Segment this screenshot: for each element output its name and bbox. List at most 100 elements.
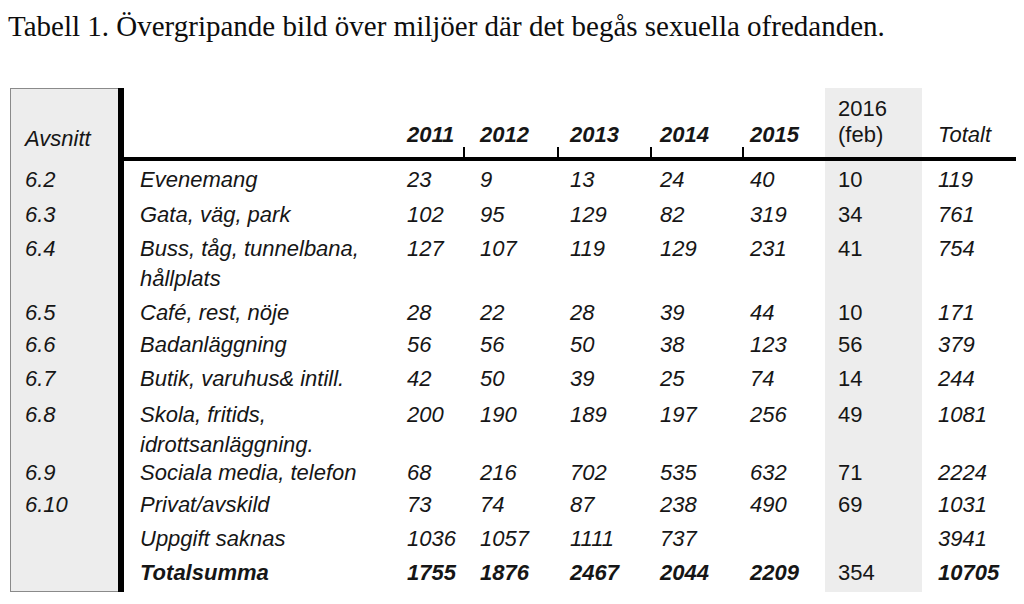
value-2015: 632 bbox=[742, 454, 825, 488]
header-year-2015: 2015 bbox=[742, 88, 825, 161]
value-2015: 123 bbox=[742, 326, 825, 360]
label-cell: Butik, varuhus& intill. bbox=[124, 360, 377, 396]
value-2015: 319 bbox=[742, 196, 825, 230]
value-2013: 702 bbox=[557, 454, 650, 488]
value-2012: 22 bbox=[463, 294, 557, 328]
label-cell: Buss, tåg, tunnelbana, hållplats bbox=[124, 230, 377, 294]
label-cell: Uppgift saknas bbox=[124, 520, 377, 554]
value-2015: 256 bbox=[742, 396, 825, 460]
value-2013: 39 bbox=[557, 360, 650, 396]
value-total: 754 bbox=[922, 230, 1016, 294]
value-total: 2224 bbox=[922, 454, 1016, 488]
label-cell: Evenemang bbox=[124, 161, 377, 196]
value-2012: 190 bbox=[463, 396, 557, 460]
data-table: Avsnitt 2011 2012 2013 2014 2015 2016(fe… bbox=[10, 88, 1016, 592]
value-total: 1031 bbox=[922, 486, 1016, 520]
section-cell: 6.9 bbox=[10, 454, 118, 488]
header-year-2014: 2014 bbox=[650, 88, 742, 161]
table-row: 6.5 Café, rest, nöje 28 22 28 39 44 10 1… bbox=[10, 294, 1016, 326]
section-cell: 6.10 bbox=[10, 486, 118, 520]
label-cell: Sociala media, telefon bbox=[124, 454, 377, 488]
header-2016: 2016 bbox=[838, 96, 887, 121]
value-2012: 50 bbox=[463, 360, 557, 396]
value-2016-feb: 10 bbox=[825, 294, 922, 328]
header-2016-lines: 2016(feb) bbox=[838, 96, 887, 148]
value-2016-feb: 49 bbox=[825, 396, 922, 460]
value-2016-feb: 69 bbox=[825, 486, 922, 520]
header-section: Avsnitt bbox=[10, 88, 118, 161]
value-2011: 23 bbox=[377, 161, 463, 196]
value-2016-feb: 56 bbox=[825, 326, 922, 360]
value-2011: 68 bbox=[377, 454, 463, 488]
table-row: 6.4 Buss, tåg, tunnelbana, hållplats 127… bbox=[10, 230, 1016, 294]
value-total: 3941 bbox=[922, 520, 1016, 554]
value-2016-feb: 10 bbox=[825, 161, 922, 196]
section-cell: 6.6 bbox=[10, 326, 118, 360]
value-2011: 127 bbox=[377, 230, 463, 294]
table-row: Uppgift saknas 1036 1057 1111 737 3941 bbox=[10, 520, 1016, 554]
value-total: 171 bbox=[922, 294, 1016, 328]
section-cell: 6.7 bbox=[10, 360, 118, 396]
value-2015: 2209 bbox=[742, 554, 825, 592]
value-2013: 119 bbox=[557, 230, 650, 294]
value-2011: 1036 bbox=[377, 520, 463, 554]
section-cell: 6.5 bbox=[10, 294, 118, 328]
value-2012: 56 bbox=[463, 326, 557, 360]
value-2012: 9 bbox=[463, 161, 557, 196]
table-caption: Tabell 1. Övergripande bild över miljöer… bbox=[8, 10, 1008, 43]
section-cell bbox=[10, 520, 118, 554]
value-total: 1081 bbox=[922, 396, 1016, 460]
value-2014: 737 bbox=[650, 520, 742, 554]
section-cell: 6.2 bbox=[10, 161, 118, 196]
value-2011: 1755 bbox=[377, 554, 463, 592]
table-total-row: Totalsumma 1755 1876 2467 2044 2209 354 … bbox=[10, 554, 1016, 592]
header-year-2012: 2012 bbox=[463, 88, 557, 161]
value-2012: 95 bbox=[463, 196, 557, 230]
value-2013: 129 bbox=[557, 196, 650, 230]
value-2011: 102 bbox=[377, 196, 463, 230]
value-total: 379 bbox=[922, 326, 1016, 360]
label-cell: Skola, fritids, idrottsanläggning. bbox=[124, 396, 377, 460]
table-row: 6.3 Gata, väg, park 102 95 129 82 319 34… bbox=[10, 196, 1016, 230]
value-2013: 189 bbox=[557, 396, 650, 460]
value-2016-feb: 14 bbox=[825, 360, 922, 396]
value-2014: 25 bbox=[650, 360, 742, 396]
header-year-2013: 2013 bbox=[557, 88, 650, 161]
value-total: 10705 bbox=[922, 554, 1016, 592]
value-2013: 87 bbox=[557, 486, 650, 520]
header-year-2011: 2011 bbox=[377, 88, 463, 161]
label-cell: Badanläggning bbox=[124, 326, 377, 360]
value-2012: 1057 bbox=[463, 520, 557, 554]
value-2013: 1111 bbox=[557, 520, 650, 554]
label-cell: Totalsumma bbox=[124, 554, 377, 592]
label-cell: Gata, väg, park bbox=[124, 196, 377, 230]
table-row: 6.10 Privat/avskild 73 74 87 238 490 69 … bbox=[10, 486, 1016, 520]
value-2015: 231 bbox=[742, 230, 825, 294]
value-2015: 490 bbox=[742, 486, 825, 520]
header-feb: (feb) bbox=[838, 122, 883, 147]
section-cell: 6.8 bbox=[10, 396, 118, 460]
value-total: 119 bbox=[922, 161, 1016, 196]
section-cell bbox=[10, 554, 118, 592]
value-2014: 24 bbox=[650, 161, 742, 196]
header-year-2016-feb: 2016(feb) bbox=[825, 88, 922, 161]
value-2011: 28 bbox=[377, 294, 463, 328]
value-2012: 74 bbox=[463, 486, 557, 520]
value-2012: 216 bbox=[463, 454, 557, 488]
value-2014: 129 bbox=[650, 230, 742, 294]
value-2015 bbox=[742, 520, 825, 554]
value-2013: 2467 bbox=[557, 554, 650, 592]
label-cell: Privat/avskild bbox=[124, 486, 377, 520]
value-2016-feb: 71 bbox=[825, 454, 922, 488]
table-row: 6.7 Butik, varuhus& intill. 42 50 39 25 … bbox=[10, 360, 1016, 396]
value-2015: 44 bbox=[742, 294, 825, 328]
value-2013: 28 bbox=[557, 294, 650, 328]
section-cell: 6.3 bbox=[10, 196, 118, 230]
table-row: 6.8 Skola, fritids, idrottsanläggning. 2… bbox=[10, 396, 1016, 454]
value-total: 761 bbox=[922, 196, 1016, 230]
table-header-row: Avsnitt 2011 2012 2013 2014 2015 2016(fe… bbox=[10, 88, 1016, 161]
value-2014: 39 bbox=[650, 294, 742, 328]
section-cell: 6.4 bbox=[10, 230, 118, 294]
value-2011: 42 bbox=[377, 360, 463, 396]
value-2016-feb: 34 bbox=[825, 196, 922, 230]
